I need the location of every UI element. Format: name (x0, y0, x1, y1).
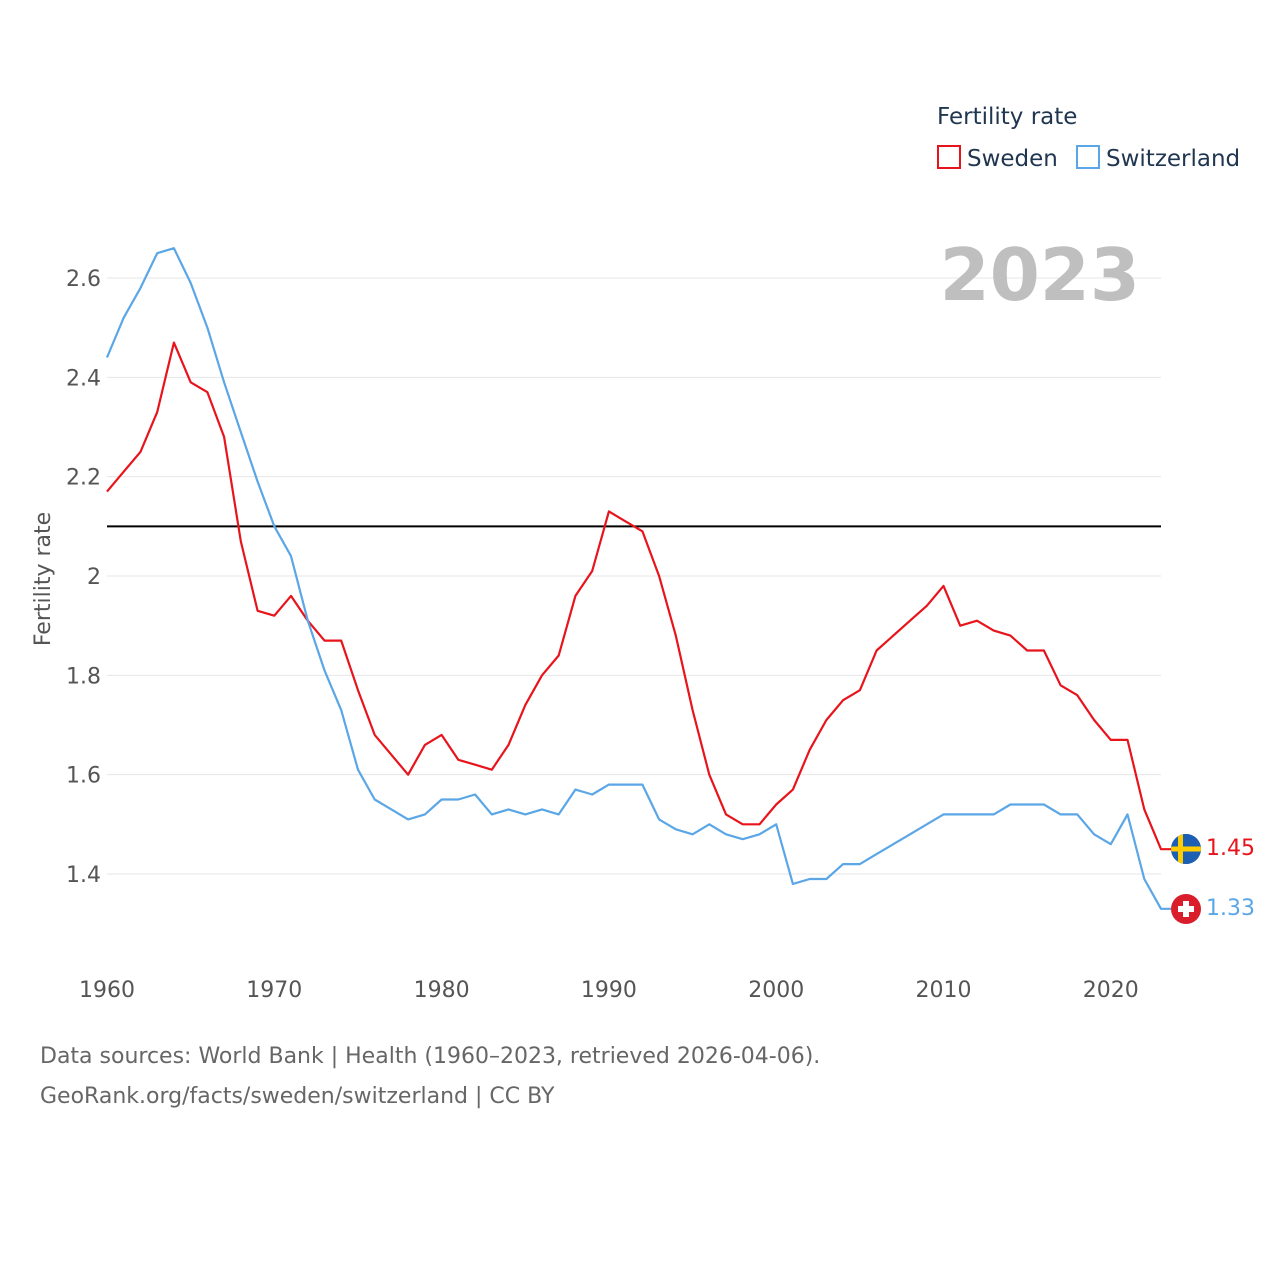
legend-label-switzerland: Switzerland (1106, 146, 1240, 172)
x-tick-label: 2020 (1083, 978, 1139, 1003)
y-tick-label: 2.2 (66, 466, 101, 491)
y-tick-label: 1.4 (66, 863, 101, 888)
y-tick-label: 1.8 (66, 664, 101, 689)
footer-credit: GeoRank.org/facts/sweden/switzerland | C… (40, 1084, 555, 1109)
end-label-sweden: 1.45 (1206, 836, 1255, 861)
x-tick-label: 1980 (414, 978, 470, 1003)
footer-sources: Data sources: World Bank | Health (1960–… (40, 1044, 821, 1069)
y-axis-ticks: 1.4 1.6 1.8 2 2.2 2.4 2.6 (66, 267, 101, 888)
x-tick-label: 1990 (581, 978, 637, 1003)
y-tick-label: 2.4 (66, 366, 101, 391)
series-line-switzerland (105, 247, 1171, 910)
y-axis-title: Fertility rate (31, 512, 56, 646)
switzerland-flag-icon (1171, 894, 1201, 924)
x-tick-label: 2010 (916, 978, 972, 1003)
legend-title: Fertility rate (937, 104, 1077, 130)
end-label-switzerland: 1.33 (1206, 896, 1255, 921)
x-tick-label: 2000 (748, 978, 804, 1003)
y-tick-label: 2.6 (66, 267, 101, 292)
legend-swatch-sweden (937, 145, 961, 169)
y-tick-label: 1.6 (66, 764, 101, 789)
series-layer (105, 247, 1171, 910)
x-tick-label: 1970 (246, 978, 302, 1003)
gridlines (107, 277, 1161, 875)
y-tick-label: 2 (87, 565, 101, 590)
legend-label-sweden: Sweden (967, 146, 1058, 172)
x-tick-label: 1960 (79, 978, 135, 1003)
year-watermark: 2023 (940, 233, 1140, 317)
x-axis-ticks: 1960 1970 1980 1990 2000 2010 2020 (79, 978, 1139, 1003)
sweden-flag-icon (1171, 834, 1201, 864)
series-line-sweden (106, 341, 1171, 851)
legend-swatch-switzerland (1076, 145, 1100, 169)
legend: Fertility rate Sweden Switzerland (937, 104, 1240, 172)
